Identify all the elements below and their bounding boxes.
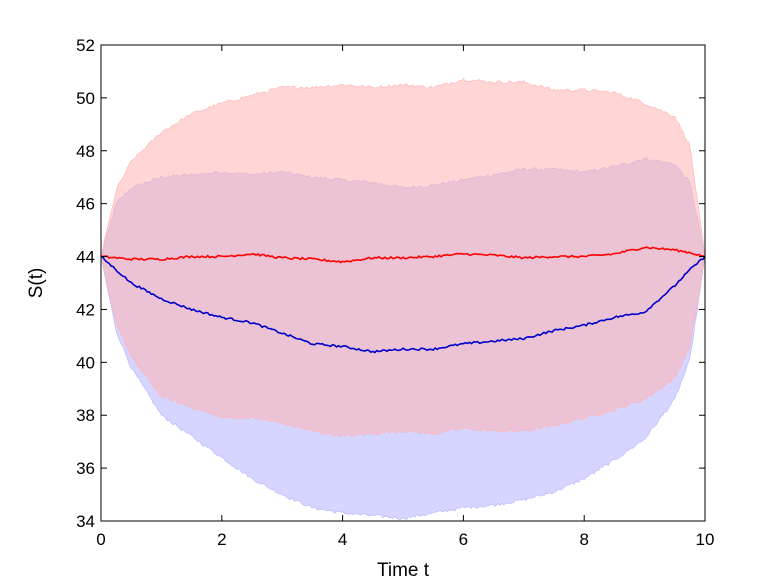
y-tick-label: 50 — [76, 89, 95, 108]
mean-lines — [100, 246, 706, 354]
y-tick-label: 44 — [76, 248, 95, 267]
y-tick-label: 34 — [76, 512, 95, 531]
y-axis-label: S(t) — [26, 268, 47, 299]
mean-line-series-1 — [100, 255, 706, 354]
plot-frame — [100, 44, 706, 522]
x-tick-label: 4 — [338, 530, 347, 549]
y-axis-ticks: 34 36 38 40 42 44 46 48 50 52 — [76, 36, 705, 531]
x-tick-label: 6 — [459, 530, 468, 549]
y-tick-label: 48 — [76, 142, 95, 161]
x-tick-label: 2 — [217, 530, 226, 549]
y-tick-label: 42 — [76, 300, 95, 319]
y-tick-label: 38 — [76, 406, 95, 425]
x-tick-label: 10 — [696, 530, 715, 549]
y-tick-label: 52 — [76, 36, 95, 55]
x-axis-ticks: 0 2 4 6 8 10 — [96, 45, 714, 549]
y-tick-label: 46 — [76, 195, 95, 214]
y-tick-label: 40 — [76, 353, 95, 372]
x-tick-label: 0 — [96, 530, 105, 549]
y-tick-label: 36 — [76, 459, 95, 478]
mean-line-series-0 — [100, 246, 706, 264]
x-tick-label: 8 — [579, 530, 588, 549]
x-axis-label: Time t — [377, 560, 430, 581]
